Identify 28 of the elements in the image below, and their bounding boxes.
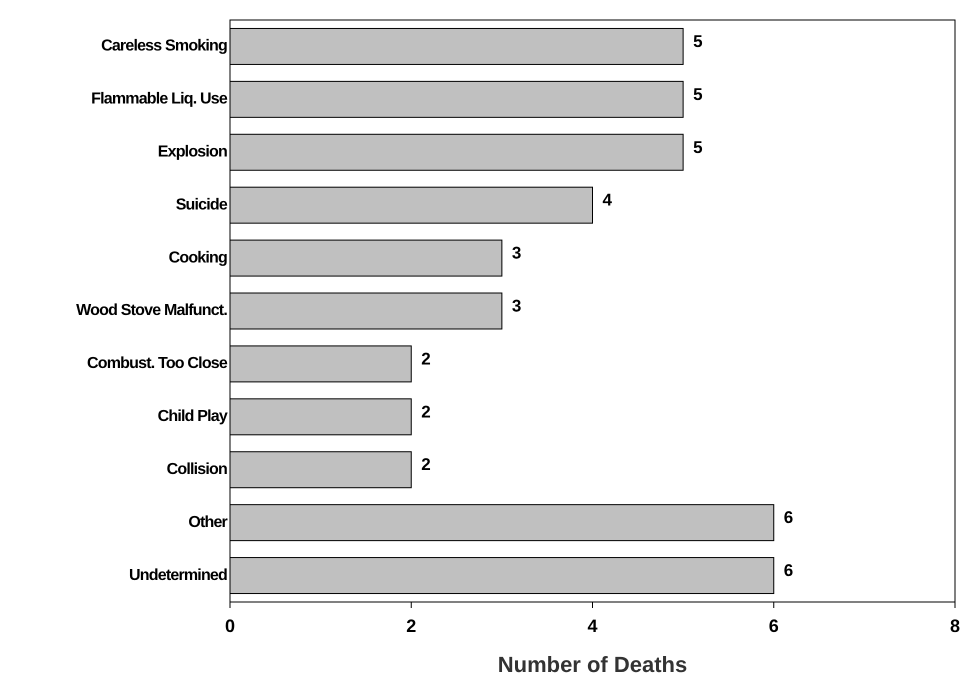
data-label: 5	[693, 32, 703, 51]
y-tick-label: Suicide	[176, 196, 228, 214]
data-label: 2	[421, 402, 431, 422]
y-tick-label: Collision	[166, 460, 228, 478]
y-tick-label: Careless Smoking	[101, 38, 228, 55]
y-tick-label: Explosion	[158, 143, 228, 161]
x-axis-title: Number of Deaths	[498, 652, 688, 677]
data-label: 3	[512, 296, 522, 316]
data-label: 6	[784, 508, 794, 528]
data-label: 4	[602, 190, 612, 210]
x-tick-label: 8	[950, 616, 960, 636]
y-tick-label: Child Play	[158, 408, 228, 426]
y-tick-label: Other	[188, 514, 228, 531]
data-label: 3	[512, 244, 522, 263]
x-tick-label: 2	[406, 616, 416, 636]
data-label: 2	[421, 349, 431, 368]
data-label: 5	[693, 138, 703, 157]
y-tick-label: Undetermined	[129, 566, 228, 584]
data-label: 2	[421, 455, 431, 474]
data-label: 5	[693, 84, 703, 104]
x-tick-label: 4	[587, 616, 598, 636]
y-tick-label: Cooking	[168, 249, 228, 266]
y-tick-label: Combust. Too Close	[87, 355, 228, 372]
x-tick-label: 6	[768, 616, 779, 636]
x-tick-label: 0	[224, 616, 236, 636]
y-tick-label: Flammable Liq. Use	[91, 90, 228, 108]
y-tick-label: Wood Stove Malfunct.	[76, 302, 228, 320]
data-label: 6	[784, 561, 794, 580]
